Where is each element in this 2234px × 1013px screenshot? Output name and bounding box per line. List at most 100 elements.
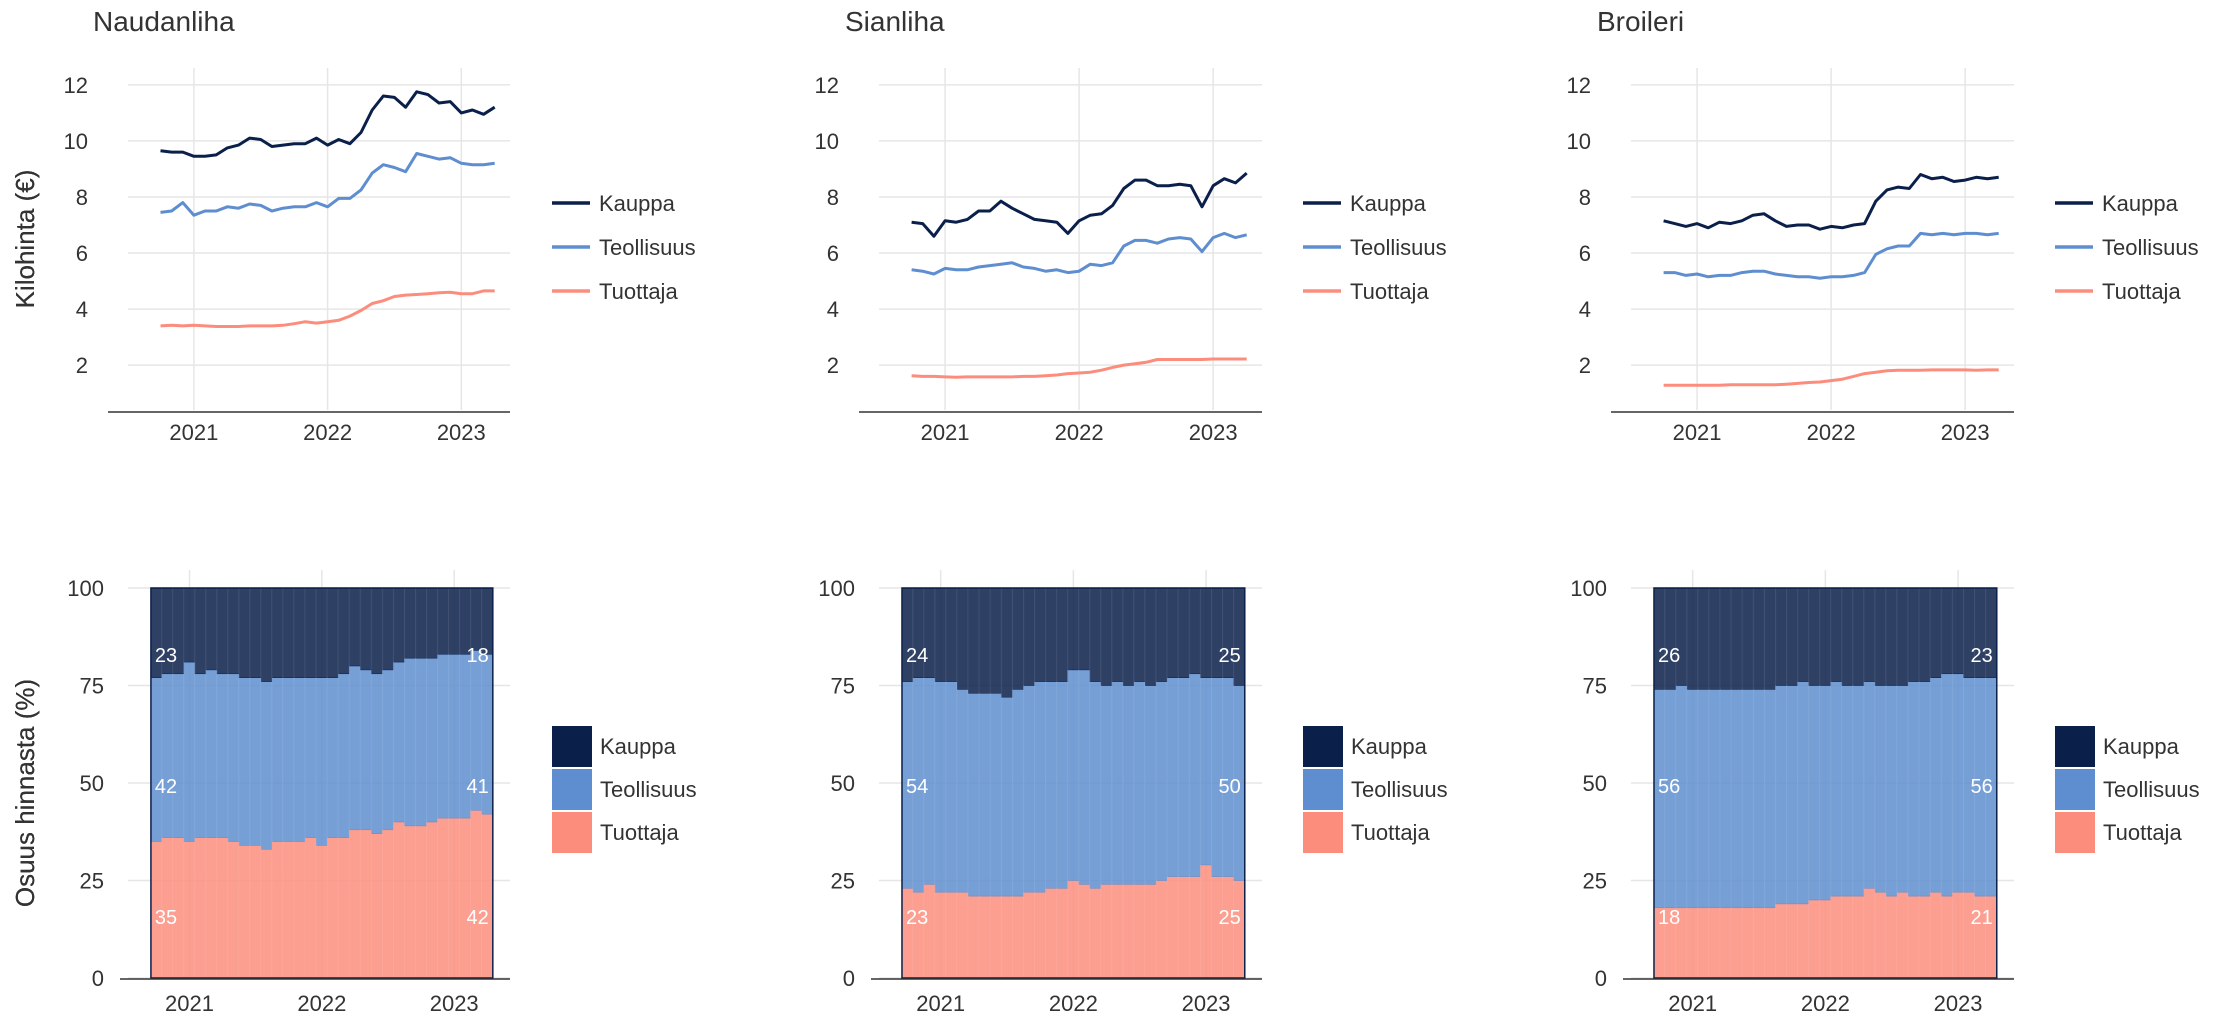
bar-segment-teollisuus [934,681,947,893]
y-axis-label: Kilohinta (€) [10,170,40,309]
bar-segment-kauppa [1156,587,1168,682]
bar-annotation-last: 25 [1219,645,1241,667]
bar-frame [901,587,1246,979]
legend-label: Teollisuus [1350,235,1447,260]
bar-segment-teollisuus [327,677,339,838]
legend-label: Kauppa [600,734,677,759]
stacked-bar-chart-1: 0 25 50 75 100 2021 2022 2023 23 18 42 41 35 42 Osuus … [10,570,697,1013]
bar-segment-teollisuus [990,693,1003,897]
bar-segment-teollisuus [216,673,229,838]
bar-segment-kauppa [1908,587,1920,682]
bar-segment-kauppa [415,587,428,659]
bar-segment-tuottaja [1720,907,1732,979]
bar-segment-kauppa [901,587,914,682]
stacked-bar-chart-3: 0 25 50 75 100 2021 2022 2023 26 23 56 56 18 21 Osuus … [10,570,2200,1013]
y-tick-label: 2 [827,353,839,378]
bar-segment-kauppa [1078,587,1091,671]
series-line-tuottaja [1663,368,1999,387]
bar-segment-teollisuus [260,681,273,850]
bar-segment-teollisuus [1697,689,1710,909]
bar-segment-teollisuus [316,677,328,846]
legend-label: Kauppa [599,191,676,216]
bar-segment-kauppa [216,587,229,675]
bar-segment-tuottaja [934,891,947,979]
y-tick-label: 8 [827,185,839,210]
bar-segment-tuottaja [1167,876,1179,979]
bar-segment-tuottaja [305,837,317,979]
y-tick-label: 4 [76,297,88,322]
bar-segment-tuottaja [1963,891,1976,979]
bar-segment-teollisuus [305,677,317,838]
bar-segment-tuottaja [448,817,461,979]
legend-swatch-teollisuus [552,769,592,810]
y-tick-label: 4 [827,297,839,322]
bar-segment-tuottaja [1731,907,1743,979]
bar-annotation-last: 42 [467,907,489,929]
bar-segment-kauppa [426,587,439,659]
bar-segment-teollisuus [1764,689,1777,909]
bar-segment-teollisuus [205,669,218,838]
bar-segment-kauppa [1056,587,1069,682]
legend-swatch-teollisuus [1303,769,1343,810]
bar-annotation-last: 23 [1971,645,1993,667]
bar-segment-kauppa [1189,587,1202,675]
bar-segment-teollisuus [1686,689,1699,909]
bar-segment-kauppa [1111,587,1124,682]
bar-segment-teollisuus [360,669,373,831]
bar-segment-kauppa [360,587,373,671]
bar-segment-kauppa [1874,587,1887,686]
bar-segment-kauppa [1930,587,1943,678]
bar-segment-teollisuus [1830,681,1843,897]
bar-segment-kauppa [934,587,947,682]
x-tick-label: 2023 [430,991,479,1013]
y-tick-label: 0 [92,966,104,991]
y-axis-label: Osuus hinnasta (%) [10,679,40,907]
bar-segment-kauppa [1686,587,1699,690]
y-tick-label: 6 [76,241,88,266]
bar-segment-tuottaja [205,837,218,979]
bar-segment-tuottaja [1952,891,1965,979]
bar-segment-teollisuus [1897,685,1909,893]
x-tick-label: 2022 [297,991,346,1013]
bar-segment-teollisuus [1145,685,1157,885]
y-tick-label: 2 [1579,353,1591,378]
bar-segment-teollisuus [1012,689,1025,897]
y-tick-label: 10 [815,129,839,154]
bar-segment-teollisuus [415,657,428,827]
bar-segment-kauppa [448,587,461,655]
legend-label: Tuottaja [2102,279,2181,304]
series-line-kauppa [160,90,496,158]
bar-segment-tuottaja [1709,907,1721,979]
x-tick-label: 2022 [303,420,352,445]
bar-segment-teollisuus [1731,689,1743,909]
bar-segment-teollisuus [1653,689,1666,909]
bar-segment-teollisuus [957,689,969,893]
bar-segment-kauppa [1764,587,1777,690]
bar-segment-tuottaja [1100,884,1113,979]
bar-segment-tuottaja [1742,907,1755,979]
y-tick-label: 75 [1583,674,1607,699]
bar-segment-tuottaja [1941,895,1954,979]
y-tick-label: 75 [80,674,104,699]
bar-segment-kauppa [1709,587,1721,690]
bar-segment-teollisuus [437,654,450,819]
bar-segment-kauppa [1034,587,1047,682]
bar-segment-teollisuus [1720,689,1732,909]
bar-segment-tuottaja [1697,907,1710,979]
bar-annotation-last: 50 [1219,776,1241,798]
bar-segment-teollisuus [945,681,958,893]
bar-segment-tuottaja [459,817,472,979]
bar-segment-teollisuus [249,677,262,846]
bar-segment-tuottaja [1786,903,1799,979]
legend-swatch-kauppa [552,726,592,767]
bar-segment-tuottaja [349,829,362,979]
bar-segment-tuottaja [1686,907,1699,979]
bar-segment-tuottaja [470,810,483,979]
bar-segment-teollisuus [1919,681,1931,897]
bar-annotation-last: 21 [1971,907,1993,929]
bar-segment-teollisuus [238,677,251,846]
bar-segment-kauppa [1830,587,1843,682]
bar-segment-kauppa [1675,587,1688,686]
bar-segment-kauppa [1786,587,1799,686]
bar-segment-kauppa [294,587,306,678]
